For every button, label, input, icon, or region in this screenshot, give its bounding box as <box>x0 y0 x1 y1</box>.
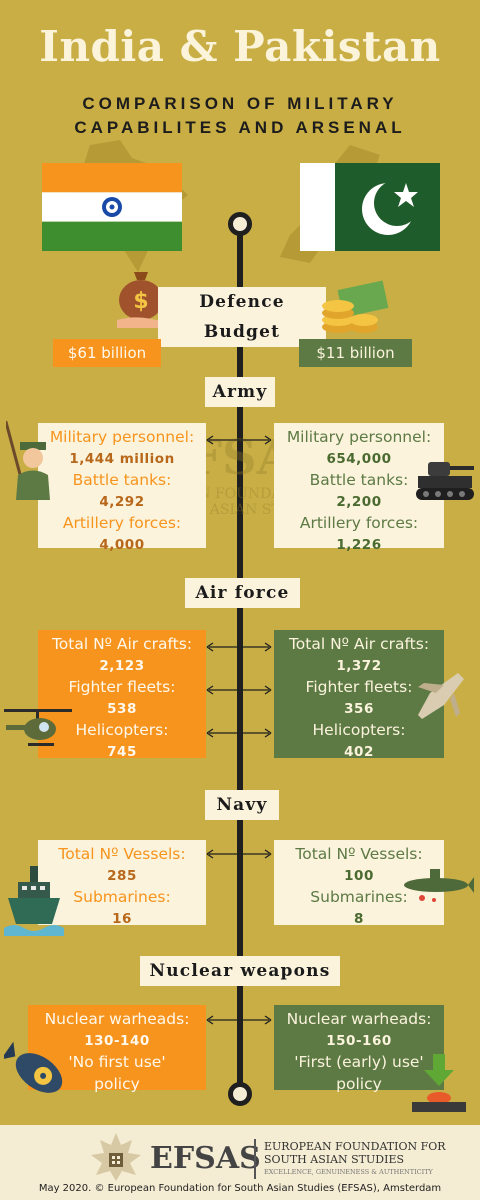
pakistan-personnel-label: Military personnel: <box>286 428 432 446</box>
pakistan-personnel-value: 654,000 <box>326 450 392 467</box>
india-subs-label: Submarines: <box>73 888 171 906</box>
india-heli-label: Helicopters: <box>75 721 169 739</box>
pakistan-tanks-value: 2,200 <box>336 493 382 510</box>
pakistan-heli-label: Helicopters: <box>312 721 406 739</box>
footer-org-line-1: EUROPEAN FOUNDATION FOR <box>264 1140 446 1153</box>
air-fighters-arrow <box>206 685 272 695</box>
section-label-air-force: Air force <box>185 578 300 608</box>
india-budget-value: $61 billion <box>53 339 161 367</box>
pakistan-fighters-label: Fighter fleets: <box>305 678 413 696</box>
footer-divider <box>254 1139 256 1179</box>
page-subtitle: COMPARISON OF MILITARY CAPABILITES AND A… <box>0 92 480 140</box>
pakistan-subs-label: Submarines: <box>310 888 408 906</box>
page-title: India & Pakistan <box>39 22 441 71</box>
india-tanks-value: 4,292 <box>99 493 145 510</box>
india-flag <box>42 163 182 251</box>
coins-cash-icon <box>322 280 389 333</box>
india-air-box: Total Nº Air crafts: 2,123 Fighter fleet… <box>38 630 206 760</box>
navy-vessels-arrow <box>206 849 272 859</box>
india-personnel-value: 1,444 million <box>69 450 175 467</box>
pakistan-nuclear-box: Nuclear warheads: 150-160 'First (early)… <box>274 1005 444 1093</box>
pakistan-fighters-value: 356 <box>344 700 374 717</box>
india-warheads-label: Nuclear warheads: <box>44 1010 190 1028</box>
india-tanks-label: Battle tanks: <box>72 471 172 489</box>
india-heli-value: 745 <box>107 743 137 760</box>
pakistan-warheads-value: 150-160 <box>326 1032 392 1049</box>
pakistan-vessels-label: Total Nº Vessels: <box>295 845 423 863</box>
india-fighters-label: Fighter fleets: <box>68 678 176 696</box>
section-label-navy: Navy <box>205 790 279 820</box>
india-personnel-label: Military personnel: <box>49 428 195 446</box>
india-artillery-label: Artillery forces: <box>62 514 182 532</box>
footer-credit: May 2020. © European Foundation for Sout… <box>38 1183 442 1194</box>
pakistan-budget-value: $11 billion <box>299 339 412 367</box>
pakistan-air-box: Total Nº Air crafts: 1,372 Fighter fleet… <box>274 630 444 760</box>
timeline-end-circle <box>228 1082 252 1106</box>
footer-logo-text: EFSAS <box>150 1141 261 1176</box>
nuclear-bomb-icon <box>4 1041 63 1093</box>
india-warheads-value: 130-140 <box>84 1032 150 1049</box>
timeline-start-circle <box>228 212 252 236</box>
footer: EFSAS EUROPEAN FOUNDATION FOR SOUTH ASIA… <box>0 1125 480 1200</box>
pakistan-aircraft-label: Total Nº Air crafts: <box>288 635 430 653</box>
pakistan-army-box: Military personnel: 654,000 Battle tanks… <box>274 423 444 553</box>
air-aircraft-arrow <box>206 642 272 652</box>
india-navy-box: Total Nº Vessels: 285 Submarines: 16 <box>38 840 206 927</box>
efsas-leaf-logo-icon <box>91 1133 141 1181</box>
pakistan-policy-line-1: 'First (early) use' <box>294 1053 424 1071</box>
pakistan-warheads-label: Nuclear warheads: <box>286 1010 432 1028</box>
submarine-icon <box>404 869 474 902</box>
india-vessels-value: 285 <box>107 867 137 884</box>
section-label-defence-budget: Defence Budget <box>158 287 326 347</box>
money-bag-icon: $ <box>117 272 164 328</box>
pakistan-vessels-value: 100 <box>344 867 374 884</box>
india-policy-line-1: 'No first use' <box>68 1053 166 1071</box>
india-army-box: Military personnel: 1,444 million Battle… <box>38 423 206 553</box>
pakistan-aircraft-value: 1,372 <box>336 657 382 674</box>
timeline-line <box>237 225 243 1090</box>
pakistan-flag <box>300 163 440 251</box>
india-subs-value: 16 <box>112 910 132 927</box>
army-personnel-arrow <box>206 435 272 445</box>
pakistan-tanks-label: Battle tanks: <box>309 471 409 489</box>
pakistan-policy-line-2: policy <box>336 1074 382 1093</box>
section-label-nuclear-weapons: Nuclear weapons <box>140 956 340 986</box>
warship-icon <box>4 866 64 936</box>
footer-tagline: EXCELLENCE, GENUINENESS & AUTHENTICITY <box>264 1168 433 1176</box>
pakistan-artillery-label: Artillery forces: <box>299 514 419 532</box>
fighter-jet-icon <box>418 673 464 719</box>
india-vessels-label: Total Nº Vessels: <box>58 845 186 863</box>
launch-button-icon <box>412 1054 466 1112</box>
tank-icon <box>416 462 474 500</box>
subtitle-line-1: COMPARISON OF MILITARY <box>82 94 398 113</box>
india-aircraft-label: Total Nº Air crafts: <box>51 635 193 653</box>
india-policy-line-2: policy <box>94 1074 140 1093</box>
helicopter-icon <box>4 709 72 746</box>
pakistan-subs-value: 8 <box>354 910 364 927</box>
pakistan-heli-value: 402 <box>344 743 374 760</box>
soldier-icon <box>6 420 50 500</box>
footer-org-line-2: SOUTH ASIAN STUDIES <box>264 1153 405 1166</box>
india-aircraft-value: 2,123 <box>99 657 145 674</box>
subtitle-line-2: CAPABILITES AND ARSENAL <box>74 118 406 137</box>
air-heli-arrow <box>206 728 272 738</box>
india-fighters-value: 538 <box>107 700 137 717</box>
pakistan-artillery-value: 1,226 <box>336 536 382 553</box>
nuclear-warheads-arrow <box>206 1015 272 1025</box>
india-artillery-value: 4,000 <box>99 536 145 553</box>
section-label-army: Army <box>205 377 275 407</box>
svg-text:$: $ <box>133 289 148 314</box>
footer-org-name: EUROPEAN FOUNDATION FOR SOUTH ASIAN STUD… <box>264 1140 446 1179</box>
